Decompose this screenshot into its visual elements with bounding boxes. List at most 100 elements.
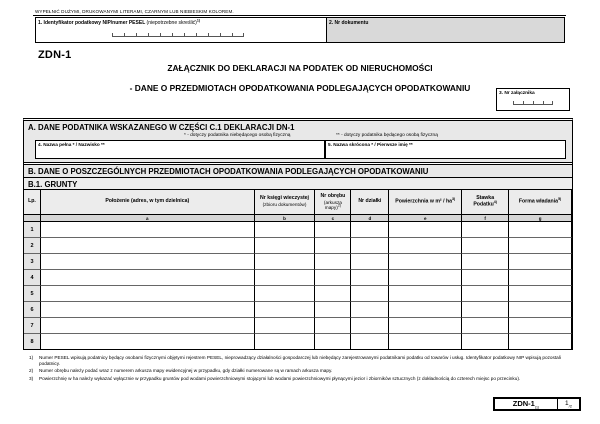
document-number-field[interactable]: 2. Nr dokumentu — [326, 17, 565, 43]
cell-stawka[interactable] — [462, 270, 510, 286]
cell-obreb[interactable] — [315, 238, 352, 254]
cell-powierzchnia[interactable] — [389, 286, 463, 302]
cell-stawka[interactable] — [462, 286, 510, 302]
form-code-label: ZDN-1 — [38, 49, 72, 61]
cell-stawka[interactable] — [462, 334, 510, 350]
cell-polozenie[interactable] — [40, 286, 255, 302]
grunty-table: Lp. Położenie (adres, w tym dzielnica) N… — [24, 190, 573, 350]
attachment-number-label: 3. Nr załącznika — [499, 90, 535, 96]
cell-obreb[interactable] — [315, 270, 352, 286]
col-header-stawka: Stawka Podatku4) — [462, 190, 510, 215]
footer-form-code: ZDN-1(1) — [512, 399, 540, 410]
cell-ksiega-wieczysta[interactable] — [254, 334, 316, 350]
cell-polozenie[interactable] — [40, 238, 255, 254]
nip-pesel-entry-boxes[interactable] — [112, 33, 244, 37]
cell-polozenie[interactable] — [40, 222, 255, 238]
attachment-number-entry-boxes[interactable] — [513, 101, 553, 105]
cell-dzialka[interactable] — [351, 302, 390, 318]
short-name-field[interactable]: 5. Nazwa skrócona * / Pierwsze imię ** — [325, 140, 566, 159]
cell-forma-wladania[interactable] — [509, 286, 573, 302]
cell-ksiega-wieczysta[interactable] — [254, 302, 316, 318]
section-b1-header: B.1. GRUNTY — [24, 178, 572, 190]
attachment-number-field[interactable]: 3. Nr załącznika — [496, 88, 570, 111]
footnotes: 1) Numer PESEL wpisują podatnicy będący … — [23, 355, 572, 384]
cell-obreb[interactable] — [315, 286, 352, 302]
cell-powierzchnia[interactable] — [389, 302, 463, 318]
footnote-2: 2) Numer obrębu należy podać wraz z nume… — [29, 368, 333, 374]
cell-ksiega-wieczysta[interactable] — [254, 222, 316, 238]
cell-powierzchnia[interactable] — [389, 334, 463, 350]
cell-polozenie[interactable] — [40, 318, 255, 334]
table-row: 3 — [24, 254, 573, 270]
letter-cell-d: d — [351, 215, 390, 222]
cell-dzialka[interactable] — [351, 286, 390, 302]
cell-stawka[interactable] — [462, 222, 510, 238]
cell-forma-wladania[interactable] — [509, 302, 573, 318]
cell-stawka[interactable] — [462, 318, 510, 334]
row-number: 4 — [24, 270, 41, 286]
col-header-obreb: Nr obrębu (arkusza mapy)2) — [315, 190, 352, 215]
cell-powierzchnia[interactable] — [389, 238, 463, 254]
cell-polozenie[interactable] — [40, 254, 255, 270]
letter-cell-c: c — [315, 215, 352, 222]
cell-obreb[interactable] — [315, 318, 352, 334]
cell-ksiega-wieczysta[interactable] — [254, 270, 316, 286]
cell-dzialka[interactable] — [351, 334, 390, 350]
grunty-table-header-row: Lp. Położenie (adres, w tym dzielnica) N… — [24, 190, 572, 215]
note-individual: ** - dotyczy podatnika będącego osobą fi… — [336, 133, 438, 138]
cell-ksiega-wieczysta[interactable] — [254, 238, 316, 254]
cell-stawka[interactable] — [462, 238, 510, 254]
table-row: 5 — [24, 286, 573, 302]
document-number-label: 2. Nr dokumentu — [329, 19, 369, 26]
cell-dzialka[interactable] — [351, 318, 390, 334]
grunty-table-letter-row: a b c d e f g — [24, 215, 573, 222]
cell-obreb[interactable] — [315, 334, 352, 350]
form-footer-box: ZDN-1(1) 1/2 — [493, 397, 581, 411]
cell-forma-wladania[interactable] — [509, 254, 573, 270]
footer-page-indicator: 1/2 — [557, 399, 579, 409]
row-number: 7 — [24, 318, 41, 334]
cell-ksiega-wieczysta[interactable] — [254, 254, 316, 270]
form-body: A. DANE PODATNIKA WSKAZANEGO W CZĘŚCI C.… — [23, 118, 573, 350]
cell-obreb[interactable] — [315, 222, 352, 238]
cell-dzialka[interactable] — [351, 238, 390, 254]
short-name-label: 5. Nazwa skrócona * / Pierwsze imię ** — [328, 142, 413, 147]
cell-forma-wladania[interactable] — [509, 270, 573, 286]
cell-dzialka[interactable] — [351, 270, 390, 286]
fill-instruction-text: WYPEŁNIĆ DUŻYMI, DRUKOWANYMI LITERAMI, C… — [35, 9, 234, 14]
cell-forma-wladania[interactable] — [509, 222, 573, 238]
cell-ksiega-wieczysta[interactable] — [254, 318, 316, 334]
cell-stawka[interactable] — [462, 302, 510, 318]
full-name-field[interactable]: 4. Nazwa pełna * / Nazwisko ** — [35, 140, 325, 159]
footnote-3: 3) Powierzchnię w ha należy wykazać wyłą… — [29, 375, 521, 381]
table-row: 1 — [24, 222, 573, 238]
cell-obreb[interactable] — [315, 302, 352, 318]
cell-dzialka[interactable] — [351, 222, 390, 238]
col-header-lp: Lp. — [24, 190, 41, 215]
cell-forma-wladania[interactable] — [509, 318, 573, 334]
cell-powierzchnia[interactable] — [389, 222, 463, 238]
cell-dzialka[interactable] — [351, 254, 390, 270]
letter-cell-b: b — [254, 215, 316, 222]
cell-obreb[interactable] — [315, 254, 352, 270]
col-header-polozenie: Położenie (adres, w tym dzielnica) — [40, 190, 255, 215]
cell-polozenie[interactable] — [40, 334, 255, 350]
cell-powierzchnia[interactable] — [389, 254, 463, 270]
cell-polozenie[interactable] — [40, 302, 255, 318]
nip-pesel-label: 1. Identyfikator podatkowy NIP/numer PES… — [38, 17, 201, 26]
letter-cell-a: a — [40, 215, 255, 222]
nip-pesel-field[interactable]: 1. Identyfikator podatkowy NIP/numer PES… — [35, 17, 327, 43]
cell-ksiega-wieczysta[interactable] — [254, 286, 316, 302]
cell-polozenie[interactable] — [40, 270, 255, 286]
cell-powierzchnia[interactable] — [389, 270, 463, 286]
cell-stawka[interactable] — [462, 254, 510, 270]
letter-cell-e: e — [389, 215, 463, 222]
cell-powierzchnia[interactable] — [389, 318, 463, 334]
cell-forma-wladania[interactable] — [509, 238, 573, 254]
table-row: 4 — [24, 270, 573, 286]
table-row: 6 — [24, 302, 573, 318]
col-header-ksiega: Nr księgi wieczystej (zbioru dokumentów) — [254, 190, 316, 215]
row-number: 2 — [24, 238, 41, 254]
cell-forma-wladania[interactable] — [509, 334, 573, 350]
